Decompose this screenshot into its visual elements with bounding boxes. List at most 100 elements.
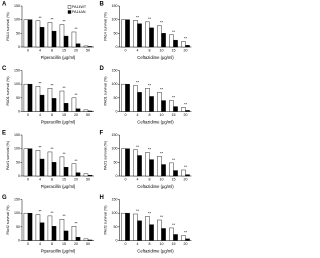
x-tick-label: 50 xyxy=(86,242,90,246)
x-tick-label: 4 xyxy=(39,242,41,246)
bar xyxy=(185,174,190,177)
bar xyxy=(133,20,138,48)
y-axis-label: PAcf1 survival (%) xyxy=(103,141,107,170)
x-tick-label: 20 xyxy=(184,242,188,246)
bar xyxy=(145,216,150,241)
x-tick-label: 50 xyxy=(86,48,90,52)
x-tick-label: 4 xyxy=(137,242,139,246)
bar xyxy=(133,149,138,177)
bar xyxy=(35,20,41,48)
bar xyxy=(51,162,57,177)
y-axis-label: PAcf1 survival (%) xyxy=(6,141,10,170)
bar xyxy=(51,30,57,48)
y-tick-label: 50 xyxy=(114,225,118,229)
y-tick-label: 150 xyxy=(112,197,118,201)
bar xyxy=(173,234,178,241)
panel-label: C xyxy=(2,66,7,72)
bar xyxy=(137,220,142,241)
y-tick-label: 150 xyxy=(112,68,118,72)
x-tick-label: 20 xyxy=(74,242,78,246)
bar xyxy=(185,110,190,112)
panel-label: D xyxy=(100,66,105,72)
bar xyxy=(185,45,190,48)
significance-mark: ** xyxy=(74,26,78,31)
bar xyxy=(71,31,77,48)
bar xyxy=(137,155,142,177)
x-tick-label: 8 xyxy=(51,177,53,181)
bar xyxy=(149,224,154,241)
significance-mark: ** xyxy=(184,230,188,235)
y-tick-label: 0 xyxy=(18,238,20,242)
significance-mark: ** xyxy=(148,82,152,87)
y-tick-label: 50 xyxy=(114,160,118,164)
bar xyxy=(161,100,166,112)
bar xyxy=(181,169,186,177)
y-tick-label: 50 xyxy=(114,31,118,35)
y-tick-label: 100 xyxy=(112,211,118,215)
bar xyxy=(87,239,93,241)
y-tick-label: 100 xyxy=(14,211,20,215)
y-tick-label: 50 xyxy=(16,31,20,35)
bar xyxy=(161,33,166,48)
bar xyxy=(157,92,162,112)
bar xyxy=(125,148,130,177)
bar xyxy=(39,222,45,241)
significance-mark: ** xyxy=(50,146,54,151)
significance-mark: ** xyxy=(184,164,188,169)
bar xyxy=(23,148,29,177)
bar xyxy=(27,212,33,241)
x-tick-label: 15 xyxy=(62,48,66,52)
y-tick-label: 50 xyxy=(114,96,118,100)
bar xyxy=(27,148,33,177)
x-tick-label: 4 xyxy=(39,177,41,181)
x-tick-label: 0 xyxy=(27,113,29,117)
bar xyxy=(125,19,130,48)
bar xyxy=(83,173,89,177)
x-tick-label: 0 xyxy=(125,113,127,117)
bar xyxy=(47,22,53,48)
legend-label: PA14WT xyxy=(72,5,87,9)
significance-mark: ** xyxy=(62,85,66,90)
bar xyxy=(157,25,162,48)
bar xyxy=(59,24,65,48)
bar xyxy=(47,88,53,112)
y-axis-label: PA14 survival (%) xyxy=(103,12,107,40)
significance-mark: ** xyxy=(160,214,164,219)
significance-mark: ** xyxy=(148,16,152,21)
x-tick-label: 10 xyxy=(160,177,164,181)
significance-mark: ** xyxy=(136,14,140,19)
significance-mark: ** xyxy=(184,101,188,106)
bar xyxy=(47,215,53,241)
x-tick-label: 15 xyxy=(62,242,66,246)
bar xyxy=(71,226,77,241)
bar xyxy=(71,163,77,177)
y-tick-label: 150 xyxy=(112,133,118,137)
bar xyxy=(169,100,174,112)
bar xyxy=(75,172,81,177)
panel-label: G xyxy=(2,195,7,201)
x-tick-label: 15 xyxy=(172,242,176,246)
bar xyxy=(137,92,142,112)
panel: H PAcf2 survival (%) Ceftazidime (μg/ml) 0 5… xyxy=(100,195,192,254)
bar xyxy=(125,83,130,112)
significance-mark: ** xyxy=(172,222,176,227)
y-axis-label: PAcf2 survival (%) xyxy=(103,205,107,234)
x-tick-label: 20 xyxy=(184,177,188,181)
y-tick-label: 150 xyxy=(112,4,118,8)
bar xyxy=(169,34,174,48)
x-tick-label: 20 xyxy=(74,113,78,117)
bar xyxy=(63,167,69,177)
x-axis-label: Ceftazidime (μg/ml) xyxy=(137,120,174,125)
panel: F PAcf1 survival (%) Ceftazidime (μg/ml) 0 5… xyxy=(100,131,192,189)
x-tick-label: 50 xyxy=(86,113,90,117)
bar xyxy=(63,230,69,241)
significance-mark: ** xyxy=(62,19,66,24)
y-tick-label: 0 xyxy=(116,109,118,113)
x-tick-label: 20 xyxy=(74,48,78,52)
y-tick-label: 150 xyxy=(14,197,20,201)
panel-label: F xyxy=(100,131,104,137)
y-tick-label: 0 xyxy=(116,238,118,242)
y-tick-label: 150 xyxy=(14,68,20,72)
bar xyxy=(149,159,154,177)
bar xyxy=(47,151,53,177)
